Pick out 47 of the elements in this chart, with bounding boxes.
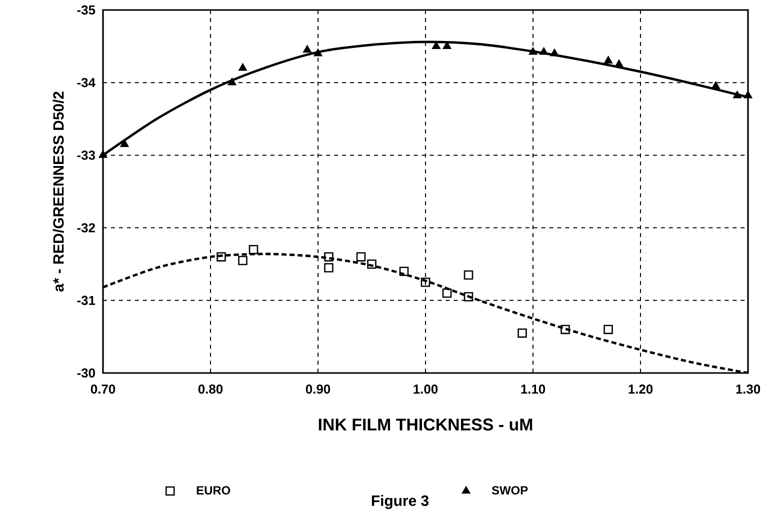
point — [238, 256, 248, 266]
y-tick-label: -34 — [77, 78, 96, 88]
y-tick-label: -33 — [77, 150, 96, 160]
legend-label: EURO — [196, 486, 230, 495]
point — [98, 150, 108, 158]
point — [420, 278, 430, 287]
point — [712, 82, 720, 89]
point — [560, 324, 570, 334]
point — [614, 60, 624, 68]
point — [464, 270, 474, 280]
point — [248, 244, 258, 254]
y-tick-label: -30 — [77, 368, 95, 378]
y-tick-label: -31 — [77, 296, 96, 305]
point — [518, 328, 527, 338]
point — [604, 324, 613, 334]
point — [367, 259, 376, 269]
x-tick-label: 1.00 — [414, 384, 438, 394]
y-tick-label: -32 — [77, 223, 95, 232]
point — [399, 266, 409, 276]
x-tick-label: 0.70 — [90, 384, 116, 394]
point — [744, 91, 752, 98]
point — [324, 263, 334, 272]
x-tick-label: 1.30 — [736, 384, 760, 394]
point — [120, 140, 129, 147]
point — [314, 48, 322, 56]
point — [442, 288, 452, 298]
y-axis-title: a* - RED/GREENNESS D50/2 — [52, 92, 64, 292]
point — [464, 292, 474, 302]
x-axis-title: INK FILM THICKNESS - uM — [318, 418, 532, 431]
point — [303, 45, 312, 53]
x-tick-label: 1.10 — [521, 384, 546, 394]
caption: Figure 3 — [372, 495, 429, 510]
x-tick-label: 1.20 — [628, 384, 653, 394]
point — [356, 252, 366, 262]
x-tick-label: 0.90 — [306, 384, 330, 394]
point — [228, 78, 236, 86]
y-tick-label: -35 — [77, 5, 96, 15]
point — [733, 91, 742, 98]
point — [216, 252, 226, 262]
x-tick-label: 0.80 — [198, 384, 223, 394]
point — [238, 63, 247, 71]
point — [540, 47, 548, 55]
point — [604, 56, 612, 64]
legend-label: SWOP — [492, 486, 528, 495]
point — [324, 252, 334, 262]
point — [550, 48, 559, 56]
point — [528, 47, 538, 55]
